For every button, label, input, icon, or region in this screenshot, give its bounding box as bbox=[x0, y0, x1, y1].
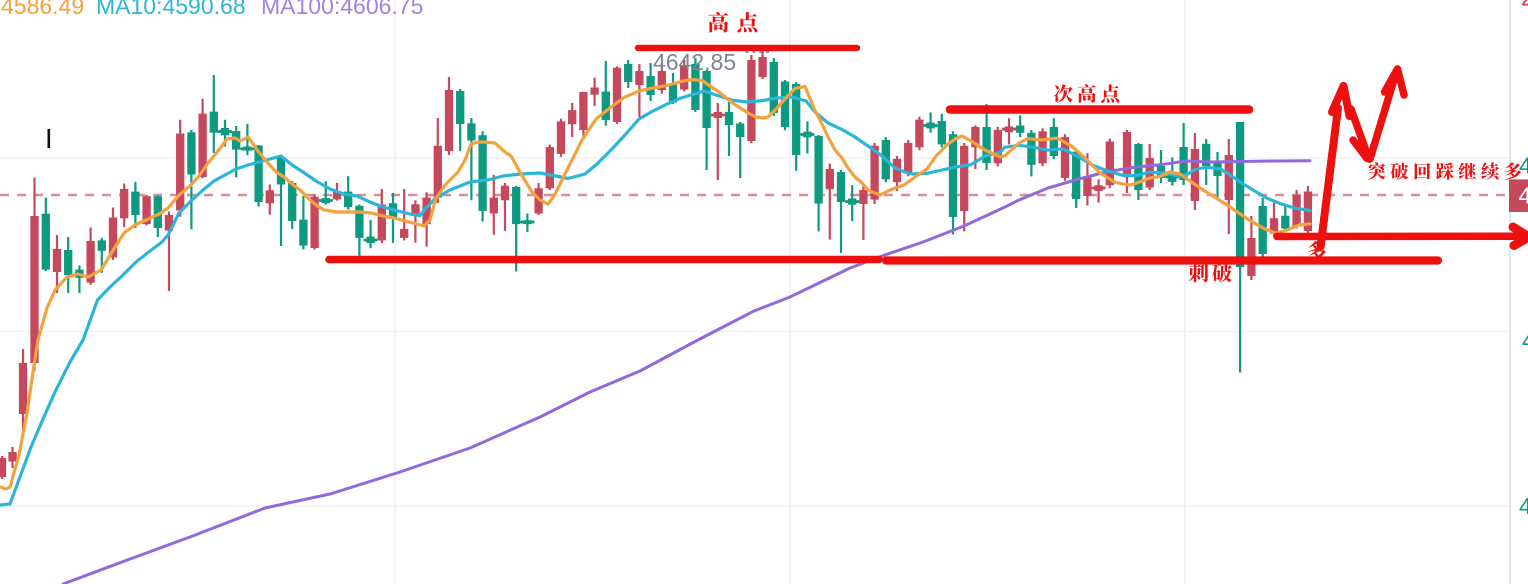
svg-text:4: 4 bbox=[1519, 183, 1528, 209]
svg-text:MA100:4606.75: MA100:4606.75 bbox=[261, 0, 423, 19]
svg-text:4586.49: 4586.49 bbox=[1, 0, 84, 19]
svg-text:4: 4 bbox=[1522, 328, 1528, 354]
svg-text:2: 2 bbox=[1521, 0, 1528, 11]
svg-text:4: 4 bbox=[1519, 493, 1528, 519]
svg-text:MA10:4590.68: MA10:4590.68 bbox=[96, 0, 246, 19]
svg-text:4: 4 bbox=[1519, 153, 1528, 179]
svg-text:4642.85: 4642.85 bbox=[653, 49, 736, 75]
